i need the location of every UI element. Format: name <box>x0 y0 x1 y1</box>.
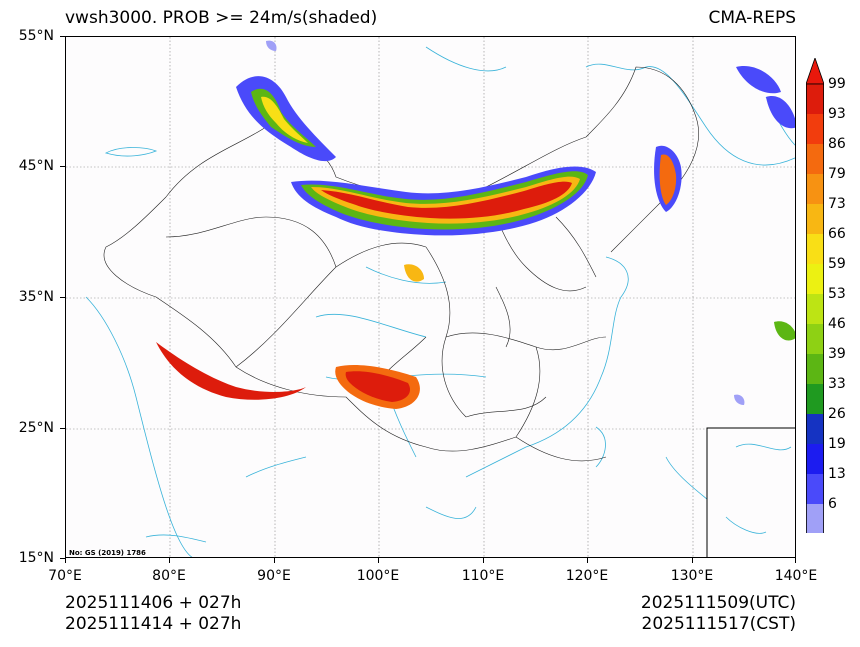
colorbar-label: 73 <box>828 196 846 212</box>
colorbar-outline <box>806 83 824 533</box>
colorbar-segment <box>806 414 824 444</box>
colorbar-segment <box>806 144 824 174</box>
lon-tick <box>378 558 379 563</box>
colorbar-segment <box>806 294 824 324</box>
lat-tick <box>60 36 65 37</box>
colorbar-segment <box>806 504 824 533</box>
init-time-utc: 2025111406 + 027h <box>65 593 242 613</box>
colorbar-segment <box>806 354 824 384</box>
probability-shading <box>156 40 795 409</box>
gridlines <box>66 37 795 557</box>
model-name: CMA-REPS <box>708 8 796 28</box>
lat-tick <box>60 297 65 298</box>
lon-tick <box>169 558 170 563</box>
lat-tick <box>60 428 65 429</box>
lon-tick <box>587 558 588 563</box>
colorbar-label: 79 <box>828 166 846 182</box>
lon-label-120: 120°E <box>565 568 609 584</box>
lat-tick <box>60 558 65 559</box>
colorbar-segment <box>806 114 824 144</box>
colorbar-label: 19 <box>828 436 846 452</box>
colorbar-label: 93 <box>828 106 846 122</box>
lon-tick <box>692 558 693 563</box>
init-time-cst: 2025111414 + 027h <box>65 614 242 634</box>
lon-label-140: 140°E <box>774 568 818 584</box>
colorbar-label: 66 <box>828 226 846 242</box>
lat-label-45: 45°N <box>18 158 54 174</box>
colorbar-label: 33 <box>828 376 846 392</box>
lon-tick <box>274 558 275 563</box>
coastlines <box>85 46 795 557</box>
lon-label-110: 110°E <box>461 568 505 584</box>
map-canvas <box>66 37 795 557</box>
map-title: vwsh3000. PROB >= 24m/s(shaded) <box>65 8 378 28</box>
colorbar-extend-max <box>806 58 824 85</box>
lat-label-25: 25°N <box>18 420 54 436</box>
lon-label-130: 130°E <box>670 568 714 584</box>
colorbar-segment <box>806 174 824 204</box>
colorbar-segment <box>806 324 824 354</box>
colorbar-segment <box>806 264 824 294</box>
colorbar-label: 99 <box>828 76 846 92</box>
lat-label-15: 15°N <box>18 550 54 566</box>
lon-tick <box>795 558 796 563</box>
valid-time-cst: 2025111517(CST) <box>641 614 796 634</box>
colorbar-label: 53 <box>828 286 846 302</box>
lon-label-80: 80°E <box>152 568 186 584</box>
colorbar-label: 6 <box>828 496 837 512</box>
lat-tick <box>60 166 65 167</box>
valid-time-utc: 2025111509(UTC) <box>640 593 796 613</box>
colorbar-segment <box>806 444 824 474</box>
lon-label-70: 70°E <box>48 568 82 584</box>
colorbar-label: 26 <box>828 406 846 422</box>
review-number-note: No: GS (2019) 1786 <box>69 549 146 557</box>
map-panel <box>65 36 796 558</box>
lat-label-35: 35°N <box>18 289 54 305</box>
south-china-sea-inset <box>706 427 795 557</box>
colorbar <box>806 58 824 533</box>
colorbar-segment <box>806 474 824 504</box>
lon-label-100: 100°E <box>356 568 400 584</box>
init-time-block: 2025111406 + 027h 2025111414 + 027h <box>65 593 241 635</box>
valid-time-block: 2025111509(UTC) 2025111517(CST) <box>641 593 796 635</box>
lon-label-90: 90°E <box>257 568 291 584</box>
colorbar-label: 13 <box>828 466 846 482</box>
lon-tick <box>65 558 66 563</box>
colorbar-label: 39 <box>828 346 846 362</box>
colorbar-segment <box>806 384 824 414</box>
lon-tick <box>483 558 484 563</box>
colorbar-label: 59 <box>828 256 846 272</box>
lat-label-55: 55°N <box>18 28 54 44</box>
colorbar-label: 46 <box>828 316 846 332</box>
colorbar-segment <box>806 84 824 114</box>
colorbar-segment <box>806 234 824 264</box>
colorbar-label: 86 <box>828 136 846 152</box>
colorbar-segment <box>806 204 824 234</box>
